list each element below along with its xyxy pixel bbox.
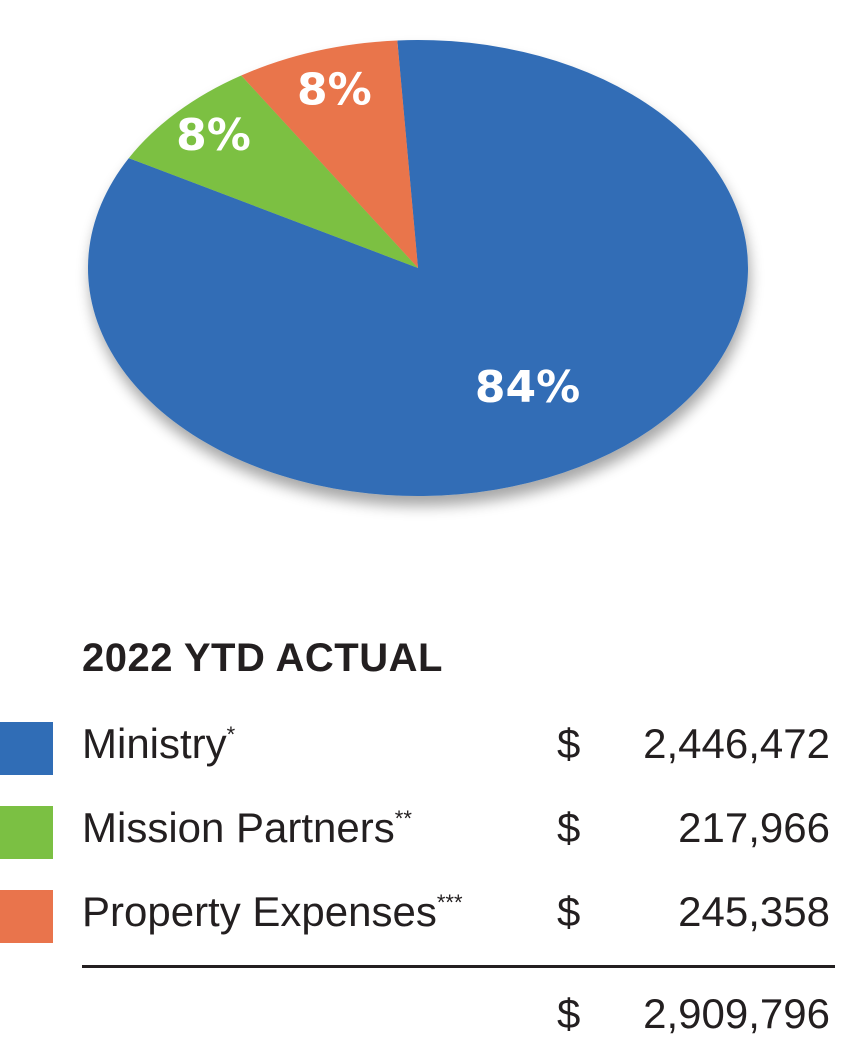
legend-footnote-mark: *** <box>436 890 463 915</box>
legend-row-ministry: Ministry* $ 2,446,472 <box>0 716 861 776</box>
legend-swatch-ministry <box>0 722 53 775</box>
legend-label-mission-partners: Mission Partners** <box>82 804 412 851</box>
pie-chart: 84% 8% 8% <box>88 40 749 497</box>
pie-slice-property-expenses <box>241 40 418 269</box>
legend-title: 2022 YTD ACTUAL <box>82 636 443 680</box>
pie-label-ministry: 84% <box>475 362 580 413</box>
pie-slice-mission-partners <box>128 75 418 269</box>
amount-total: 2,909,796 <box>643 990 830 1037</box>
total-divider <box>82 965 835 968</box>
legend-footnote-mark: * <box>226 722 236 747</box>
pie-label-property-expenses: 8% <box>297 65 372 116</box>
legend-label-property-expenses: Property Expenses*** <box>82 888 463 935</box>
legend-label-ministry: Ministry* <box>82 720 236 767</box>
legend-row-total: $ 2,909,796 <box>0 986 861 1046</box>
legend-row-mission-partners: Mission Partners** $ 217,966 <box>0 800 861 860</box>
legend-row-property-expenses: Property Expenses*** $ 245,358 <box>0 884 861 944</box>
currency-symbol: $ <box>557 720 581 767</box>
currency-symbol: $ <box>557 804 581 851</box>
pie-label-mission-partners: 8% <box>176 110 251 161</box>
amount-mission-partners: 217,966 <box>678 804 830 851</box>
legend-swatch-mission-partners <box>0 806 53 859</box>
amount-ministry: 2,446,472 <box>643 720 830 767</box>
legend-footnote-mark: ** <box>394 806 412 831</box>
pie-slice-ministry <box>88 40 749 497</box>
currency-symbol: $ <box>557 888 581 935</box>
legend-swatch-property-expenses <box>0 890 53 943</box>
amount-property-expenses: 245,358 <box>678 888 830 935</box>
currency-symbol: $ <box>557 990 581 1037</box>
